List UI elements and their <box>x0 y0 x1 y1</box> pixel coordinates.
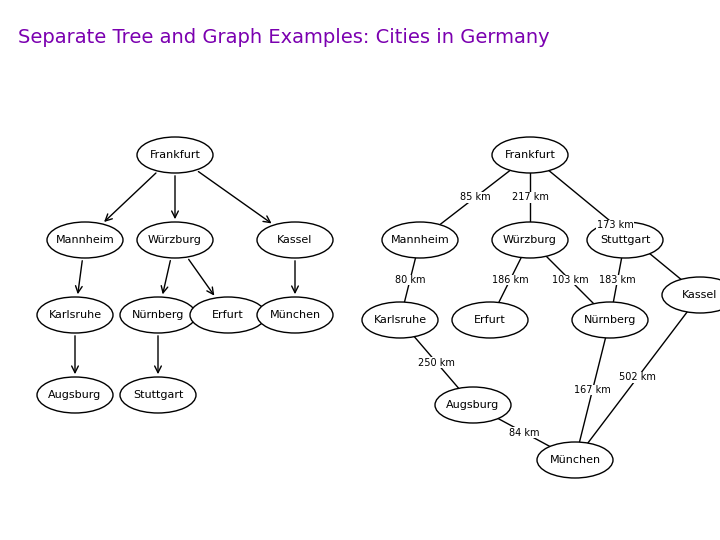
Text: 183 km: 183 km <box>599 275 636 285</box>
Ellipse shape <box>452 302 528 338</box>
Ellipse shape <box>257 297 333 333</box>
Text: Augsburg: Augsburg <box>48 390 102 400</box>
Ellipse shape <box>257 222 333 258</box>
Text: 80 km: 80 km <box>395 275 426 285</box>
Text: Kassel: Kassel <box>277 235 312 245</box>
Text: 217 km: 217 km <box>512 192 549 202</box>
Text: 173 km: 173 km <box>597 220 634 230</box>
Ellipse shape <box>587 222 663 258</box>
Ellipse shape <box>47 222 123 258</box>
Text: 84 km: 84 km <box>509 428 539 437</box>
Ellipse shape <box>362 302 438 338</box>
Text: Augsburg: Augsburg <box>446 400 500 410</box>
Text: Stuttgart: Stuttgart <box>600 235 650 245</box>
Text: 167 km: 167 km <box>574 385 611 395</box>
Text: Kassel: Kassel <box>683 290 718 300</box>
Text: Frankfurt: Frankfurt <box>505 150 555 160</box>
Text: 250 km: 250 km <box>418 357 455 368</box>
Ellipse shape <box>382 222 458 258</box>
Text: Karlsruhe: Karlsruhe <box>374 315 426 325</box>
Text: 502 km: 502 km <box>619 373 656 382</box>
Ellipse shape <box>37 297 113 333</box>
Ellipse shape <box>492 222 568 258</box>
Ellipse shape <box>137 137 213 173</box>
Ellipse shape <box>137 222 213 258</box>
Ellipse shape <box>37 377 113 413</box>
Text: Erfurt: Erfurt <box>474 315 506 325</box>
Text: Frankfurt: Frankfurt <box>150 150 200 160</box>
Text: München: München <box>549 455 600 465</box>
Ellipse shape <box>492 137 568 173</box>
Ellipse shape <box>572 302 648 338</box>
Ellipse shape <box>120 377 196 413</box>
Ellipse shape <box>190 297 266 333</box>
Text: Würzburg: Würzburg <box>503 235 557 245</box>
Text: Mannheim: Mannheim <box>391 235 449 245</box>
Text: Mannheim: Mannheim <box>55 235 114 245</box>
Text: Separate Tree and Graph Examples: Cities in Germany: Separate Tree and Graph Examples: Cities… <box>18 28 549 47</box>
Text: Erfurt: Erfurt <box>212 310 244 320</box>
Text: 186 km: 186 km <box>492 275 528 285</box>
Text: 85 km: 85 km <box>459 192 490 202</box>
Text: Nürnberg: Nürnberg <box>584 315 636 325</box>
Text: 103 km: 103 km <box>552 275 588 285</box>
Ellipse shape <box>537 442 613 478</box>
Text: München: München <box>269 310 320 320</box>
Text: Karlsruhe: Karlsruhe <box>48 310 102 320</box>
Text: Würzburg: Würzburg <box>148 235 202 245</box>
Ellipse shape <box>435 387 511 423</box>
Text: Nürnberg: Nürnberg <box>132 310 184 320</box>
Ellipse shape <box>120 297 196 333</box>
Text: Stuttgart: Stuttgart <box>132 390 183 400</box>
Ellipse shape <box>662 277 720 313</box>
